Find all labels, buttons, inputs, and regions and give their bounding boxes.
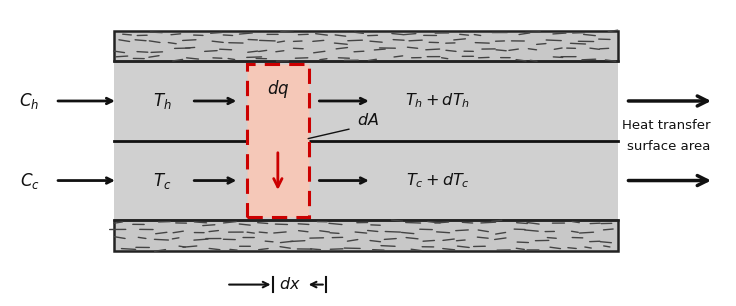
Text: $dx$: $dx$ bbox=[280, 276, 301, 293]
Text: $dA$: $dA$ bbox=[357, 112, 379, 129]
Text: $dq$: $dq$ bbox=[266, 78, 289, 100]
Text: surface area: surface area bbox=[627, 140, 710, 153]
Text: $T_c$: $T_c$ bbox=[153, 170, 171, 191]
Text: $T_c+dT_c$: $T_c+dT_c$ bbox=[406, 171, 470, 190]
Text: Heat transfer: Heat transfer bbox=[622, 119, 710, 132]
Bar bbox=[247, 64, 309, 217]
Text: $C_c$: $C_c$ bbox=[20, 170, 39, 191]
Text: $T_h+dT_h$: $T_h+dT_h$ bbox=[406, 91, 470, 110]
Bar bbox=[114, 61, 618, 220]
Text: $T_h$: $T_h$ bbox=[152, 91, 171, 111]
Bar bbox=[114, 220, 618, 251]
Text: $C_h$: $C_h$ bbox=[19, 91, 40, 111]
Bar bbox=[114, 31, 618, 61]
